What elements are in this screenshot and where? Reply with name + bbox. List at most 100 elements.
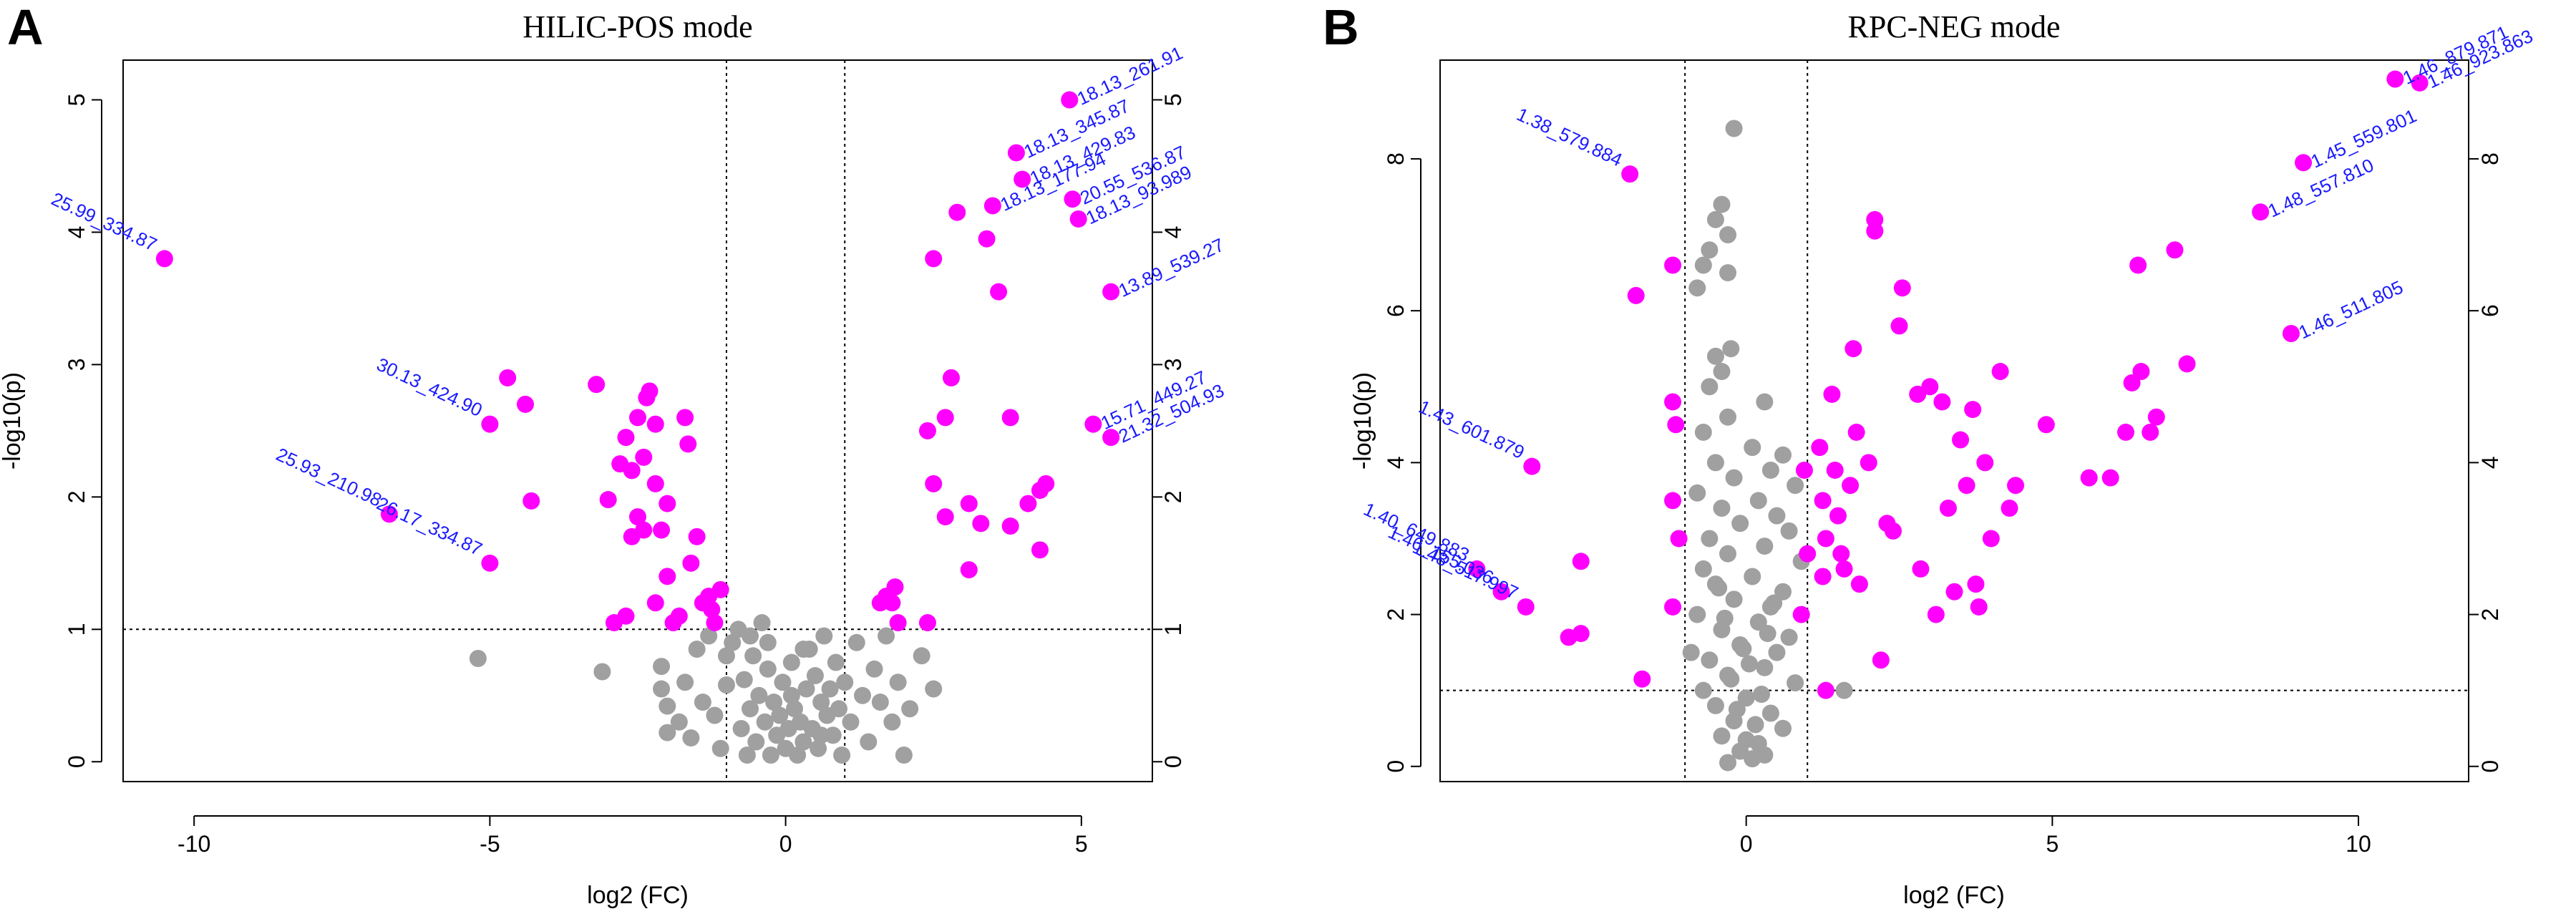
point-significant [629, 409, 646, 427]
point-nonsignificant [717, 676, 735, 694]
panel-a: A HILIC-POS mode -10 -5 0 5 0 1 2 3 4 5 0 1 2 3 4 5 log2 (… [0, 0, 1228, 909]
point-nonsignificant [865, 660, 883, 678]
point-significant [1982, 530, 2000, 548]
point-significant [2411, 74, 2429, 92]
point-nonsignificant [742, 700, 759, 718]
point-significant [983, 197, 1001, 215]
point-significant [588, 376, 606, 394]
point-significant [2252, 203, 2270, 221]
point-nonsignificant [797, 680, 815, 698]
y-tick-label: 2 [64, 490, 89, 503]
point-significant [706, 614, 724, 632]
plot-frame [1439, 59, 2469, 782]
point-nonsignificant [1774, 719, 1792, 737]
point-significant [1664, 393, 1682, 411]
point-significant [1572, 553, 1590, 570]
point-nonsignificant [1701, 530, 1719, 548]
point-nonsignificant [658, 697, 676, 715]
point-significant [960, 495, 978, 512]
point-annotation: 1.46_511.805 [2295, 276, 2406, 344]
point-nonsignificant [1768, 507, 1786, 525]
point-significant [1517, 598, 1535, 616]
point-nonsignificant [871, 694, 889, 711]
point-nonsignificant [744, 647, 762, 665]
point-nonsignificant [774, 674, 792, 691]
point-nonsignificant [1756, 393, 1774, 411]
point-significant [599, 491, 617, 509]
point-nonsignificant [1756, 746, 1774, 764]
point-significant [380, 505, 398, 523]
point-nonsignificant [759, 660, 777, 678]
point-nonsignificant [700, 627, 718, 645]
point-significant [1814, 568, 1832, 585]
point-significant [1667, 416, 1685, 434]
point-nonsignificant [1694, 256, 1712, 274]
point-nonsignificant [1713, 727, 1731, 745]
point-significant [481, 415, 499, 433]
point-significant [1633, 670, 1651, 688]
point-nonsignificant [762, 747, 779, 764]
right-y-tick-label: 0 [2477, 760, 2503, 773]
point-nonsignificant [1722, 340, 1740, 358]
point-significant [883, 594, 901, 612]
point-significant [499, 369, 517, 386]
point-significant [1933, 393, 1951, 411]
point-significant [635, 448, 653, 466]
point-nonsignificant [756, 713, 774, 731]
x-tick-label: 5 [2046, 831, 2059, 857]
point-nonsignificant [806, 667, 824, 685]
x-tick-label: 0 [1740, 831, 1753, 857]
point-significant [889, 614, 907, 632]
point-nonsignificant [682, 729, 700, 747]
y-axis-label: -log10(p) [1349, 372, 1376, 470]
point-significant [1927, 606, 1945, 623]
point-significant [1001, 517, 1019, 535]
point-significant [2178, 355, 2196, 373]
point-significant [1866, 222, 1884, 240]
point-significant [1001, 409, 1019, 427]
point-nonsignificant [889, 674, 907, 691]
point-annotation: 1.38_579.884 [1513, 103, 1625, 170]
point-nonsignificant [658, 724, 676, 741]
point-significant [617, 607, 635, 625]
point-significant [641, 382, 658, 400]
point-significant [1795, 461, 1813, 479]
point-significant [629, 508, 646, 526]
point-significant [2147, 408, 2165, 426]
y-tick-label: 4 [1383, 456, 1409, 469]
point-nonsignificant [895, 747, 913, 764]
point-nonsignificant [1740, 655, 1758, 673]
point-significant [2129, 256, 2147, 274]
point-significant [1664, 256, 1682, 274]
point-nonsignificant [782, 653, 800, 671]
right-y-tick-label: 4 [2477, 456, 2503, 469]
point-significant [943, 369, 961, 386]
right-y-tick-label: 0 [1160, 755, 1186, 768]
point-significant [1967, 575, 1985, 593]
point-significant [1007, 144, 1025, 162]
point-significant [1850, 575, 1868, 593]
chart-title: RPC-NEG mode [1848, 9, 2061, 44]
point-nonsignificant [1749, 613, 1767, 631]
point-nonsignificant [812, 726, 830, 744]
panel-b: B RPC-NEG mode 0 5 10 0 2 4 6 8 0 2 4 6 8 log2 (FC) -log… [1323, 0, 2536, 909]
y-tick-label: 0 [64, 755, 89, 768]
point-nonsignificant [1706, 210, 1724, 228]
point-nonsignificant [1706, 454, 1724, 472]
point-significant [516, 395, 534, 413]
point-significant [1811, 439, 1829, 457]
point-nonsignificant [1725, 590, 1743, 608]
point-significant [676, 409, 694, 427]
point-significant [2001, 500, 2018, 517]
point-significant [688, 527, 706, 545]
point-nonsignificant [1713, 363, 1731, 381]
point-nonsignificant [860, 733, 878, 751]
point-nonsignificant [1780, 522, 1798, 540]
x-tick-label: 5 [1075, 831, 1088, 857]
point-nonsignificant [1756, 658, 1774, 676]
point-annotation: 25.99_334.87 [48, 188, 160, 255]
point-significant [670, 607, 688, 625]
panel-letter: A [7, 0, 44, 55]
point-nonsignificant [711, 739, 729, 757]
